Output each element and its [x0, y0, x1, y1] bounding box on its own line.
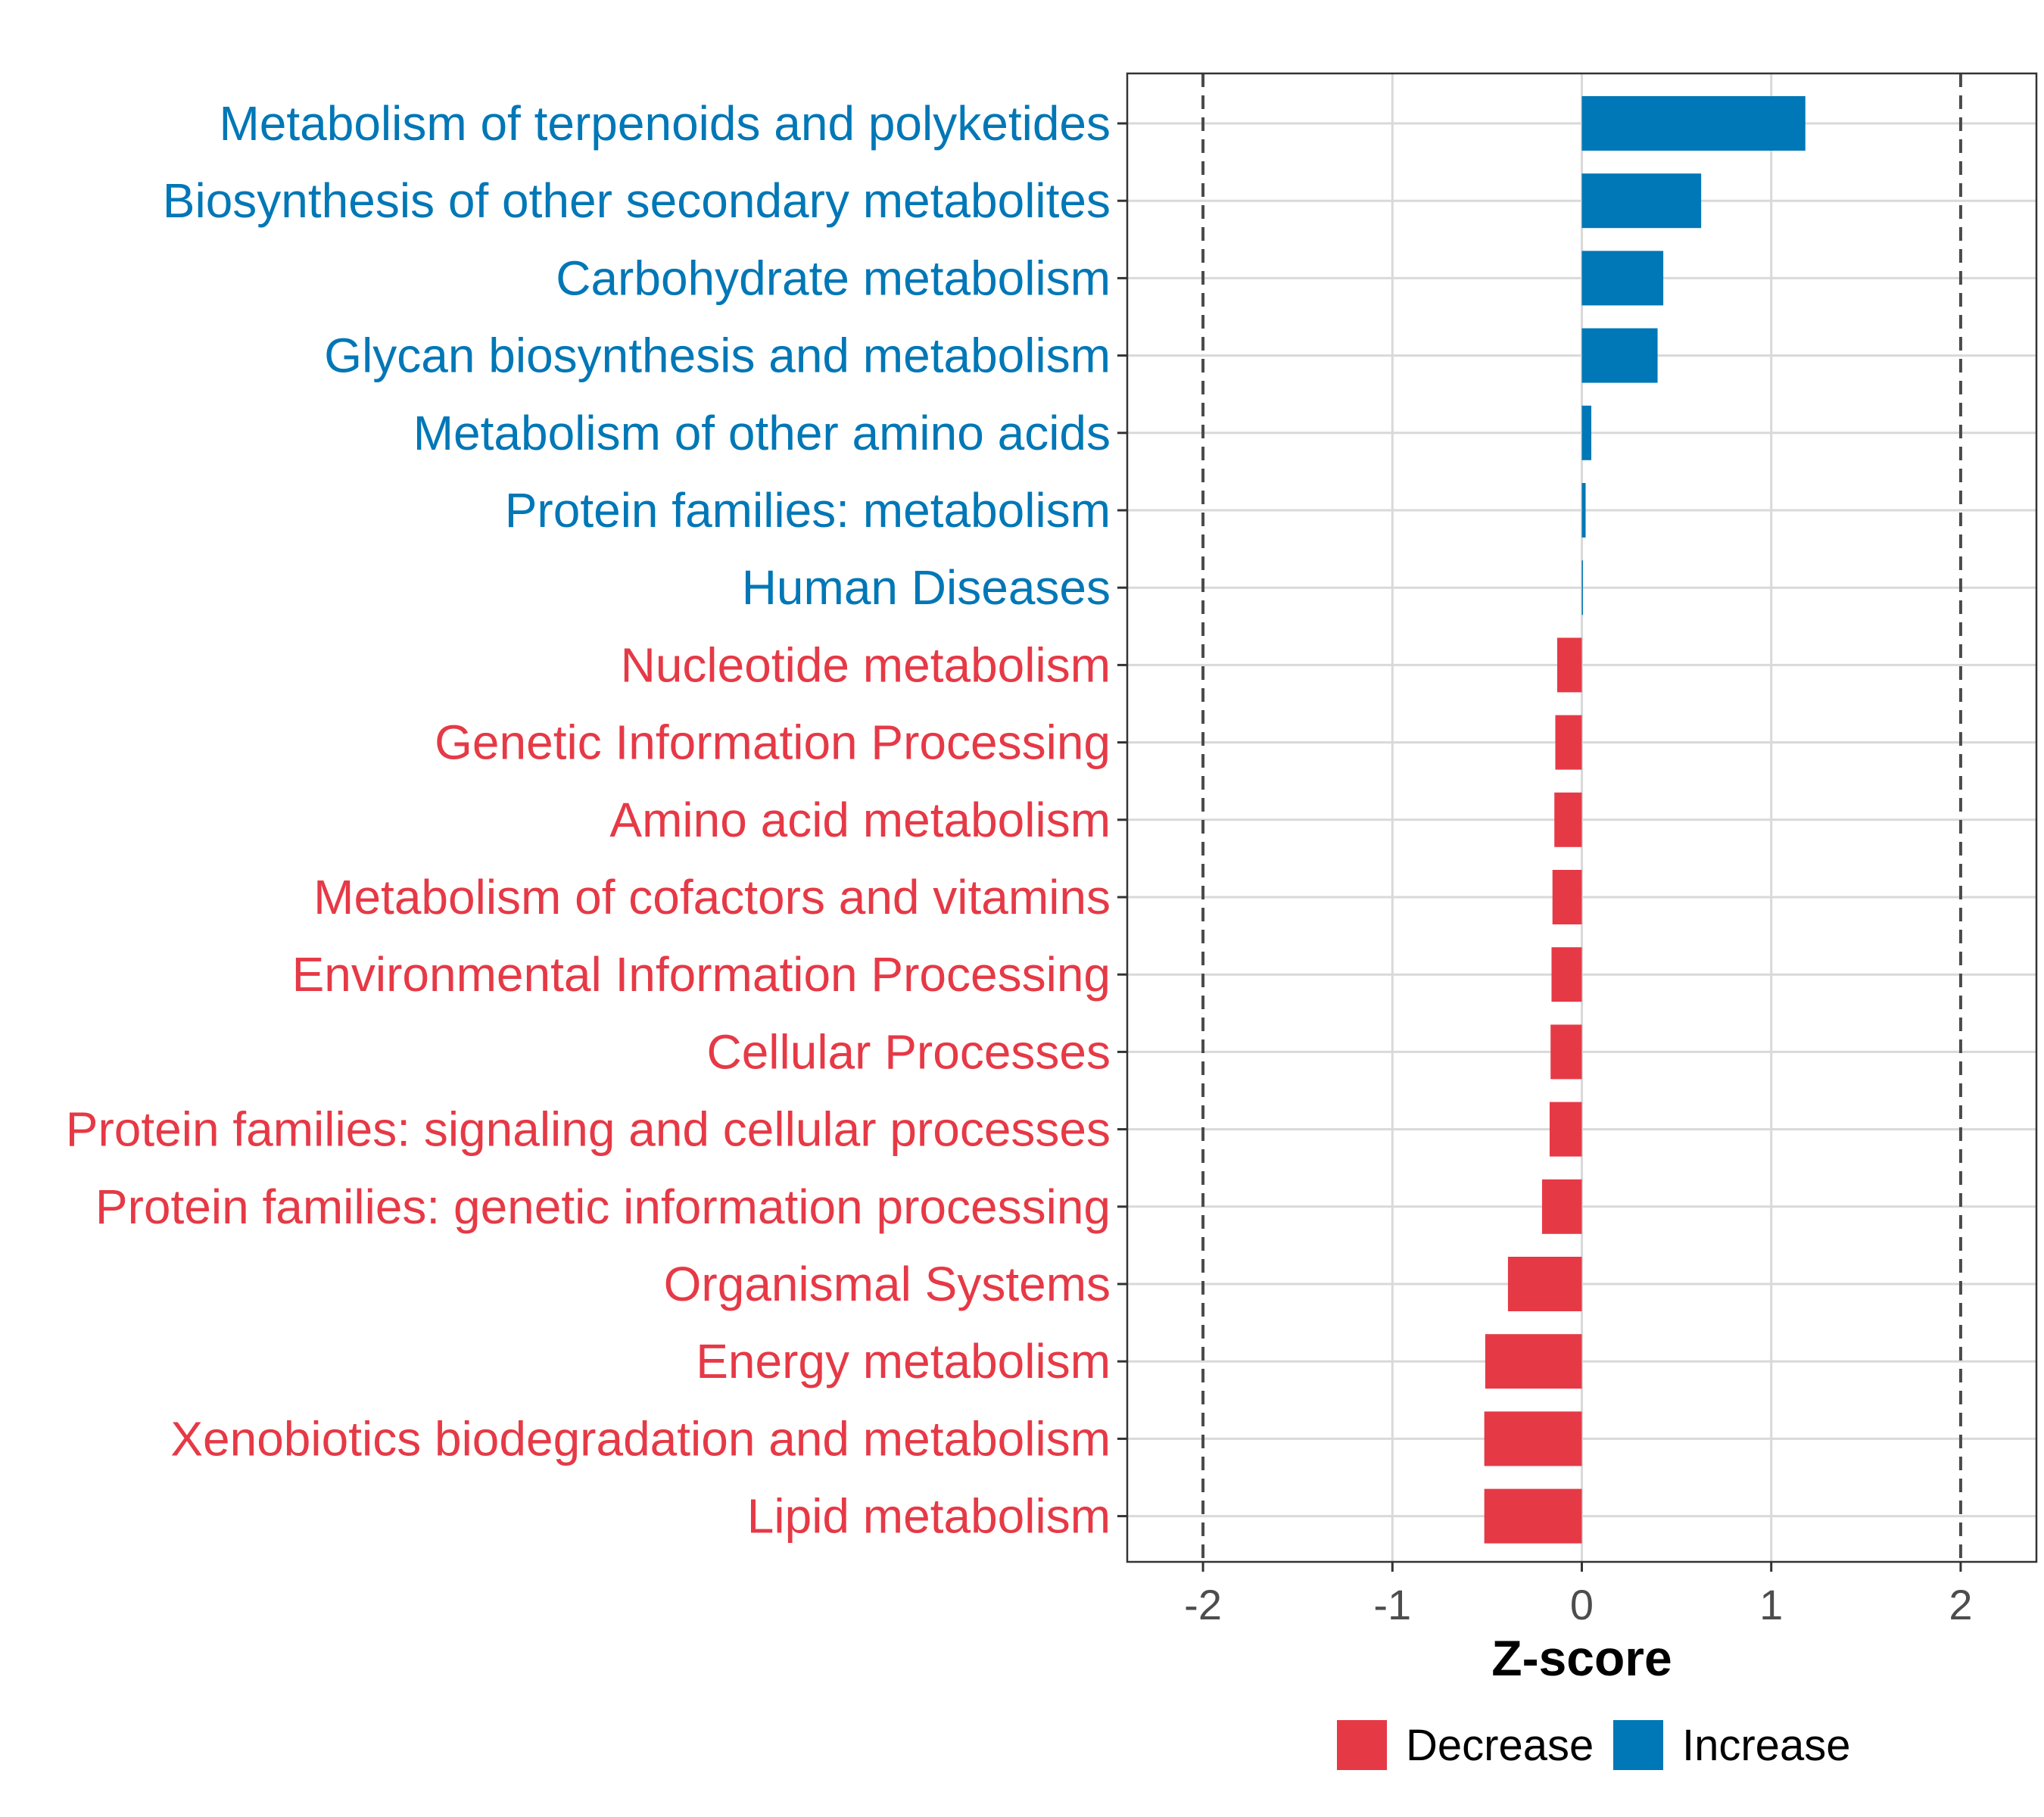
x-axis-title: Z-score	[1491, 1630, 1672, 1686]
bar	[1581, 173, 1702, 229]
category-label: Metabolism of other amino acids	[413, 406, 1111, 460]
category-label: Xenobiotics biodegradation and metabolis…	[170, 1411, 1111, 1466]
bar	[1484, 1488, 1582, 1544]
bar	[1552, 870, 1582, 924]
category-label: Protein families: genetic information pr…	[95, 1180, 1111, 1234]
category-label: Environmental Information Processing	[292, 947, 1111, 1002]
bar	[1581, 483, 1586, 538]
bar	[1581, 251, 1664, 306]
bar	[1581, 328, 1658, 383]
x-tick-label: -2	[1184, 1581, 1222, 1628]
y-axis: Metabolism of terpenoids and polyketides…	[66, 96, 1127, 1544]
bar	[1549, 1102, 1582, 1157]
category-label: Lipid metabolism	[747, 1489, 1111, 1544]
x-tick-label: -1	[1373, 1581, 1411, 1628]
category-label: Biosynthesis of other secondary metaboli…	[163, 173, 1111, 228]
bar	[1507, 1257, 1582, 1311]
category-label: Metabolism of cofactors and vitamins	[313, 870, 1111, 924]
x-axis: -2 -1 0 1 2	[1184, 1562, 1972, 1628]
category-label: Protein families: signaling and cellular…	[66, 1102, 1111, 1157]
legend-swatch	[1337, 1720, 1387, 1770]
bar	[1581, 96, 1806, 151]
legend-label: Decrease	[1406, 1721, 1594, 1770]
category-label: Glycan biosynthesis and metabolism	[324, 329, 1111, 383]
bar	[1541, 1179, 1582, 1234]
bar	[1485, 1334, 1582, 1389]
category-label: Metabolism of terpenoids and polyketides	[219, 96, 1111, 151]
x-tick-label: 0	[1570, 1581, 1594, 1628]
bar	[1555, 715, 1582, 770]
category-label: Energy metabolism	[696, 1334, 1111, 1388]
bars	[1484, 96, 1806, 1544]
bar	[1581, 405, 1592, 460]
bar	[1551, 947, 1582, 1002]
category-label: Protein families: metabolism	[505, 483, 1111, 538]
bar	[1556, 637, 1582, 693]
x-tick-label: 2	[1949, 1581, 1972, 1628]
category-label: Genetic Information Processing	[435, 715, 1111, 770]
bar	[1581, 560, 1583, 616]
category-label: Human Diseases	[742, 560, 1111, 615]
x-tick-label: 1	[1759, 1581, 1783, 1628]
legend-swatch	[1613, 1720, 1663, 1770]
bar	[1484, 1411, 1582, 1466]
bar	[1554, 792, 1582, 847]
category-label: Amino acid metabolism	[609, 793, 1111, 847]
category-label: Nucleotide metabolism	[621, 637, 1111, 692]
bar	[1550, 1024, 1582, 1080]
category-label: Organismal Systems	[664, 1257, 1111, 1311]
reference-lines	[1201, 73, 1962, 1562]
legend-label: Increase	[1682, 1721, 1850, 1770]
category-label: Cellular Processes	[706, 1024, 1111, 1079]
legend: Decrease Increase	[1337, 1720, 1850, 1770]
category-label: Carbohydrate metabolism	[556, 251, 1111, 305]
